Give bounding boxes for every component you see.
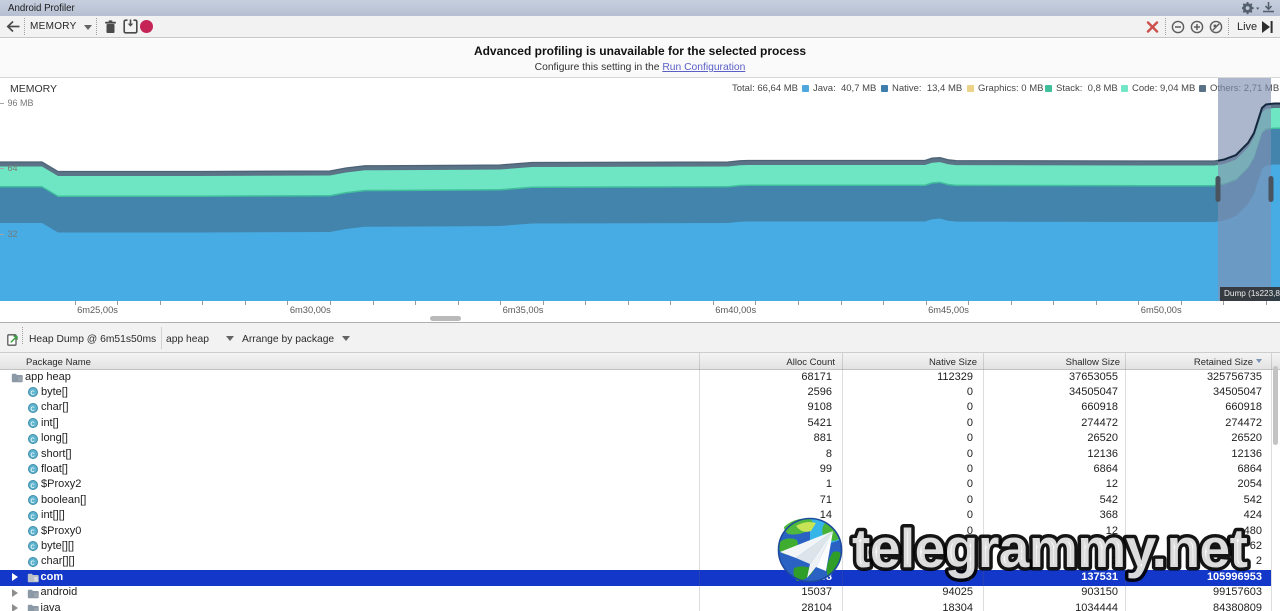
- svg-text:telegrammy.net: telegrammy.net: [852, 517, 1248, 579]
